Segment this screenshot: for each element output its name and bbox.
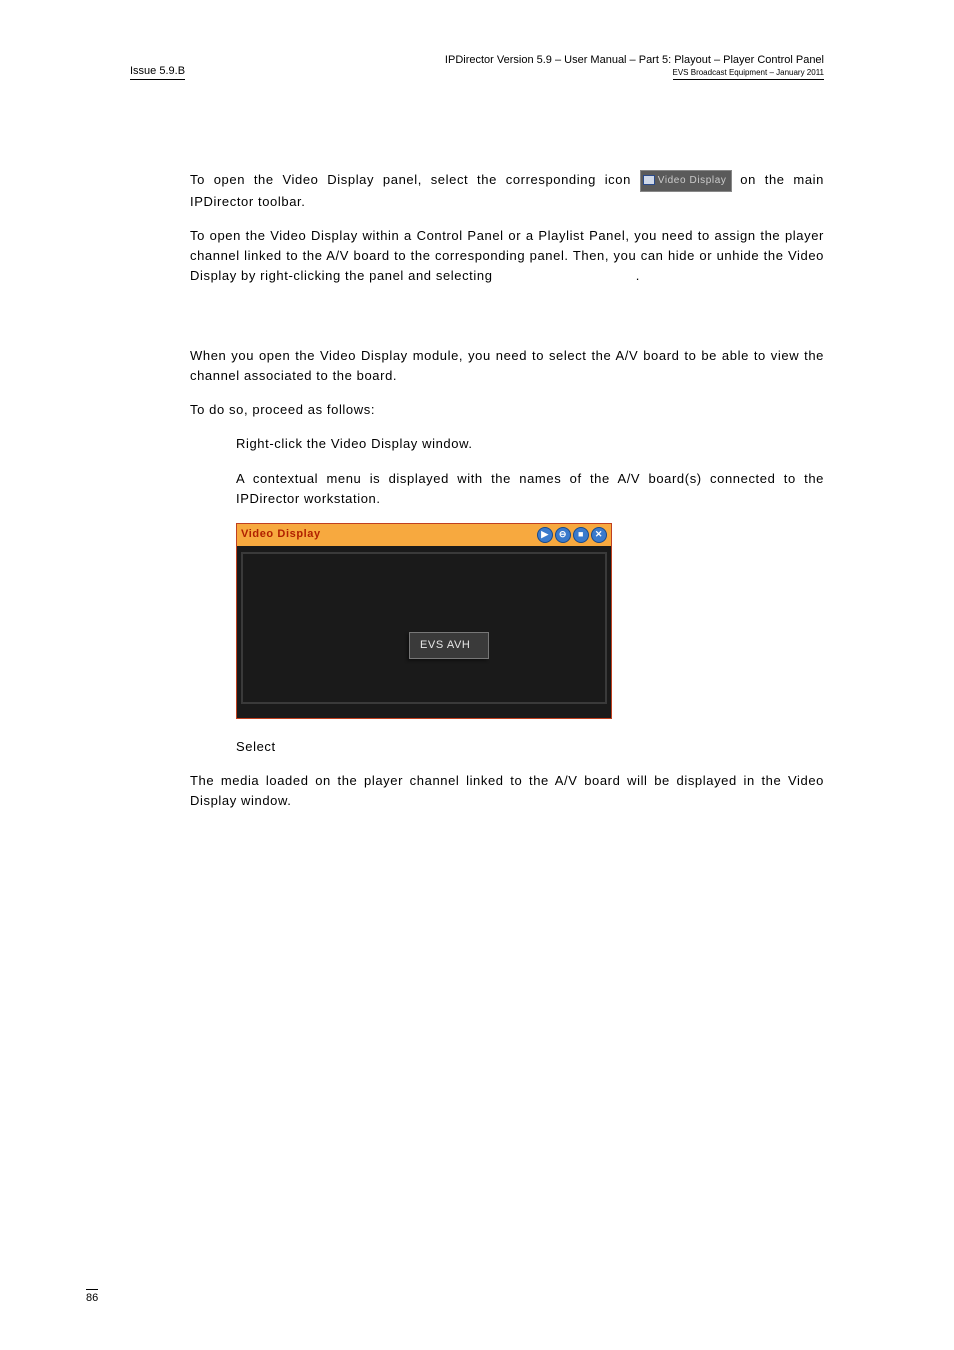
spacer	[190, 300, 824, 346]
header-right: IPDirector Version 5.9 – User Manual – P…	[445, 54, 824, 80]
paragraph-open-panel: To open the Video Display panel, select …	[190, 170, 824, 212]
page-number: 86	[86, 1289, 98, 1304]
text: .	[636, 268, 640, 283]
icon-label: Video Display	[658, 175, 727, 186]
video-area[interactable]: EVS AVH	[241, 552, 607, 704]
steps-list-2: Select	[236, 737, 824, 757]
text	[497, 268, 632, 283]
window-title: Video Display	[241, 526, 321, 543]
monitor-icon	[643, 175, 655, 185]
step-2: A contextual menu is displayed with the …	[236, 469, 824, 509]
window-titlebar: Video Display ▶ ⊖ ■ ✕	[237, 524, 611, 546]
header-doc-title: IPDirector Version 5.9 – User Manual – P…	[445, 54, 824, 66]
page-header: Issue 5.9.B IPDirector Version 5.9 – Use…	[130, 54, 824, 80]
step-3: Select	[236, 737, 824, 757]
paragraph-proceed: To do so, proceed as follows:	[190, 400, 824, 420]
content-body: To open the Video Display panel, select …	[190, 170, 824, 811]
window-buttons: ▶ ⊖ ■ ✕	[537, 527, 607, 543]
window-close-icon[interactable]: ✕	[591, 527, 607, 543]
window-help-icon[interactable]: ▶	[537, 527, 553, 543]
step-1: Right-click the Video Display window.	[236, 434, 824, 454]
paragraph-open-within: To open the Video Display within a Contr…	[190, 226, 824, 286]
context-menu-item[interactable]: EVS AVH	[409, 632, 489, 659]
video-display-screenshot: Video Display ▶ ⊖ ■ ✕ EVS AVH	[236, 523, 612, 719]
paragraph-select-board: When you open the Video Display module, …	[190, 346, 824, 386]
paragraph-result: The media loaded on the player channel l…	[190, 771, 824, 811]
window-maximize-icon[interactable]: ■	[573, 527, 589, 543]
video-display-toolbar-icon: Video Display	[640, 170, 732, 192]
window-body: EVS AVH	[237, 546, 611, 718]
window-minimize-icon[interactable]: ⊖	[555, 527, 571, 543]
steps-list: Right-click the Video Display window. A …	[236, 434, 824, 508]
header-issue: Issue 5.9.B	[130, 65, 185, 80]
text: To open the Video Display panel, select …	[190, 172, 640, 187]
page: Issue 5.9.B IPDirector Version 5.9 – Use…	[0, 0, 954, 1350]
header-doc-meta: EVS Broadcast Equipment – January 2011	[673, 68, 825, 80]
